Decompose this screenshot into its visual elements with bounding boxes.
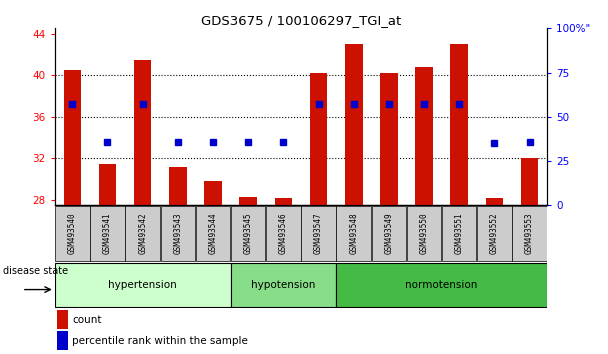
Bar xyxy=(513,206,547,261)
Bar xyxy=(125,206,160,261)
Bar xyxy=(407,206,441,261)
Bar xyxy=(161,206,195,261)
Bar xyxy=(63,70,81,205)
Text: GSM493545: GSM493545 xyxy=(244,213,253,255)
Text: count: count xyxy=(72,315,102,325)
Bar xyxy=(275,198,292,205)
Text: GSM493544: GSM493544 xyxy=(209,213,218,255)
Bar xyxy=(134,59,151,205)
Bar xyxy=(231,206,266,261)
Bar xyxy=(204,181,222,205)
Bar xyxy=(380,73,398,205)
Bar xyxy=(521,159,539,205)
Bar xyxy=(336,206,371,261)
Text: hypertension: hypertension xyxy=(108,280,177,290)
Text: GSM493546: GSM493546 xyxy=(279,213,288,255)
Bar xyxy=(90,206,125,261)
Bar xyxy=(266,206,300,261)
Bar xyxy=(345,44,362,205)
Bar xyxy=(57,331,68,350)
Bar xyxy=(240,197,257,205)
Bar xyxy=(55,263,230,307)
Text: GSM493551: GSM493551 xyxy=(455,213,464,255)
Text: GSM493540: GSM493540 xyxy=(68,213,77,255)
Bar xyxy=(230,263,336,307)
Text: GSM493543: GSM493543 xyxy=(173,213,182,255)
Bar xyxy=(442,206,477,261)
Bar xyxy=(302,206,336,261)
Text: GSM493541: GSM493541 xyxy=(103,213,112,255)
Text: disease state: disease state xyxy=(3,266,68,276)
Text: GSM493550: GSM493550 xyxy=(420,213,429,255)
Bar xyxy=(169,167,187,205)
Text: GSM493549: GSM493549 xyxy=(384,213,393,255)
Bar xyxy=(477,206,512,261)
Bar xyxy=(55,206,89,261)
Bar xyxy=(196,206,230,261)
Text: hypotension: hypotension xyxy=(251,280,316,290)
Text: GSM493547: GSM493547 xyxy=(314,213,323,255)
Bar xyxy=(309,73,327,205)
Bar xyxy=(57,310,68,329)
Text: percentile rank within the sample: percentile rank within the sample xyxy=(72,336,248,346)
Bar xyxy=(451,44,468,205)
Text: GSM493542: GSM493542 xyxy=(138,213,147,255)
Text: GSM493552: GSM493552 xyxy=(490,213,499,255)
Bar xyxy=(415,67,433,205)
Bar xyxy=(336,263,547,307)
Bar xyxy=(371,206,406,261)
Bar xyxy=(98,164,116,205)
Text: GSM493553: GSM493553 xyxy=(525,213,534,255)
Text: normotension: normotension xyxy=(406,280,478,290)
Title: GDS3675 / 100106297_TGI_at: GDS3675 / 100106297_TGI_at xyxy=(201,14,401,27)
Bar xyxy=(486,198,503,205)
Text: GSM493548: GSM493548 xyxy=(349,213,358,255)
